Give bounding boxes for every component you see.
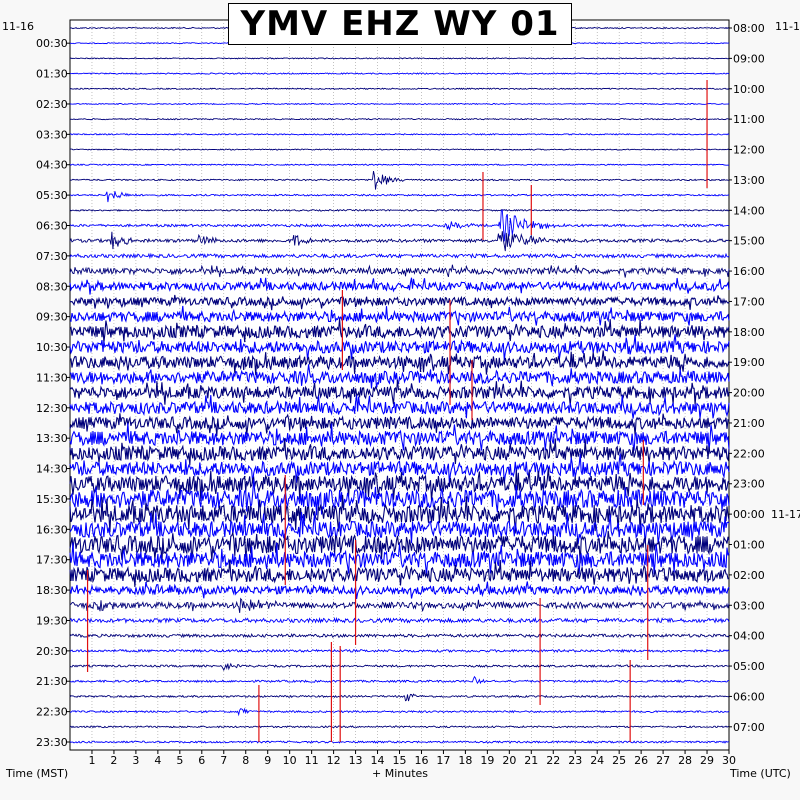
date-right-label: 11-1 [775, 20, 800, 33]
right-time-label: 20:00 [733, 387, 765, 400]
x-tick-label: 3 [132, 754, 139, 767]
right-time-label: 22:00 [733, 447, 765, 460]
left-time-label: 05:30 [36, 189, 68, 202]
right-time-label: 13:00 [733, 174, 765, 187]
left-time-label: 10:30 [36, 341, 68, 354]
left-time-label: 18:30 [36, 584, 68, 597]
right-time-label: 16:00 [733, 265, 765, 278]
left-time-label: 17:30 [36, 554, 68, 567]
x-tick-label: 27 [656, 754, 670, 767]
right-time-label: 00:00 [733, 508, 765, 521]
left-axis-label: Time (MST) [6, 767, 68, 780]
left-time-label: 12:30 [36, 402, 68, 415]
x-tick-label: 29 [700, 754, 714, 767]
x-tick-label: 30 [722, 754, 736, 767]
right-time-label: 12:00 [733, 144, 765, 157]
left-time-label: 16:30 [36, 523, 68, 536]
x-tick-label: 24 [590, 754, 604, 767]
right-time-label: 05:00 [733, 660, 765, 673]
left-time-label: 15:30 [36, 493, 68, 506]
left-time-label: 20:30 [36, 645, 68, 658]
x-tick-label: 6 [198, 754, 205, 767]
right-time-label: 23:00 [733, 478, 765, 491]
right-time-label: 21:00 [733, 417, 765, 430]
right-date-marker: 11-17 [771, 508, 800, 521]
left-time-label: 09:30 [36, 311, 68, 324]
right-time-label: 11:00 [733, 113, 765, 126]
left-time-label: 13:30 [36, 432, 68, 445]
x-axis-label: + Minutes [372, 767, 428, 780]
x-tick-label: 2 [110, 754, 117, 767]
right-time-label: 08:00 [733, 22, 765, 35]
chart-title: YMV EHZ WY 01 [228, 3, 572, 45]
x-tick-label: 26 [634, 754, 648, 767]
x-tick-label: 10 [283, 754, 297, 767]
left-time-label: 01:30 [36, 68, 68, 81]
x-tick-label: 9 [264, 754, 271, 767]
right-time-label: 02:00 [733, 569, 765, 582]
right-time-label: 07:00 [733, 721, 765, 734]
x-tick-label: 16 [414, 754, 428, 767]
right-time-label: 09:00 [733, 52, 765, 65]
left-time-label: 22:30 [36, 706, 68, 719]
x-tick-label: 25 [612, 754, 626, 767]
x-tick-label: 21 [524, 754, 538, 767]
plot-frame [70, 20, 729, 750]
x-tick-label: 28 [678, 754, 692, 767]
x-tick-label: 18 [458, 754, 472, 767]
right-time-label: 03:00 [733, 599, 765, 612]
x-tick-label: 5 [176, 754, 183, 767]
left-time-label: 04:30 [36, 159, 68, 172]
trace-line [70, 104, 729, 105]
right-time-label: 04:00 [733, 630, 765, 643]
left-time-label: 07:30 [36, 250, 68, 263]
x-tick-label: 14 [371, 754, 385, 767]
x-tick-label: 13 [349, 754, 363, 767]
date-left-label: 11-16 [2, 20, 34, 33]
left-time-label: 14:30 [36, 463, 68, 476]
right-time-label: 14:00 [733, 204, 765, 217]
x-tick-label: 23 [568, 754, 582, 767]
x-tick-label: 17 [436, 754, 450, 767]
left-time-label: 08:30 [36, 280, 68, 293]
x-tick-label: 12 [327, 754, 341, 767]
right-axis-label: Time (UTC) [730, 767, 791, 780]
left-time-label: 06:30 [36, 219, 68, 232]
x-tick-label: 20 [502, 754, 516, 767]
left-time-label: 02:30 [36, 98, 68, 111]
x-tick-label: 22 [546, 754, 560, 767]
x-tick-label: 19 [480, 754, 494, 767]
left-time-label: 03:30 [36, 128, 68, 141]
right-time-label: 19:00 [733, 356, 765, 369]
right-time-label: 01:00 [733, 539, 765, 552]
left-time-label: 19:30 [36, 614, 68, 627]
left-time-label: 11:30 [36, 371, 68, 384]
x-tick-label: 1 [88, 754, 95, 767]
x-tick-label: 15 [393, 754, 407, 767]
x-tick-label: 4 [154, 754, 161, 767]
right-time-label: 10:00 [733, 83, 765, 96]
x-tick-label: 8 [242, 754, 249, 767]
x-tick-label: 11 [305, 754, 319, 767]
left-time-label: 21:30 [36, 675, 68, 688]
left-time-label: 23:30 [36, 736, 68, 749]
left-time-label: 00:30 [36, 37, 68, 50]
grid-layer [70, 20, 729, 750]
right-time-label: 17:00 [733, 295, 765, 308]
x-tick-label: 7 [220, 754, 227, 767]
right-time-label: 15:00 [733, 235, 765, 248]
right-time-label: 18:00 [733, 326, 765, 339]
right-time-label: 06:00 [733, 690, 765, 703]
